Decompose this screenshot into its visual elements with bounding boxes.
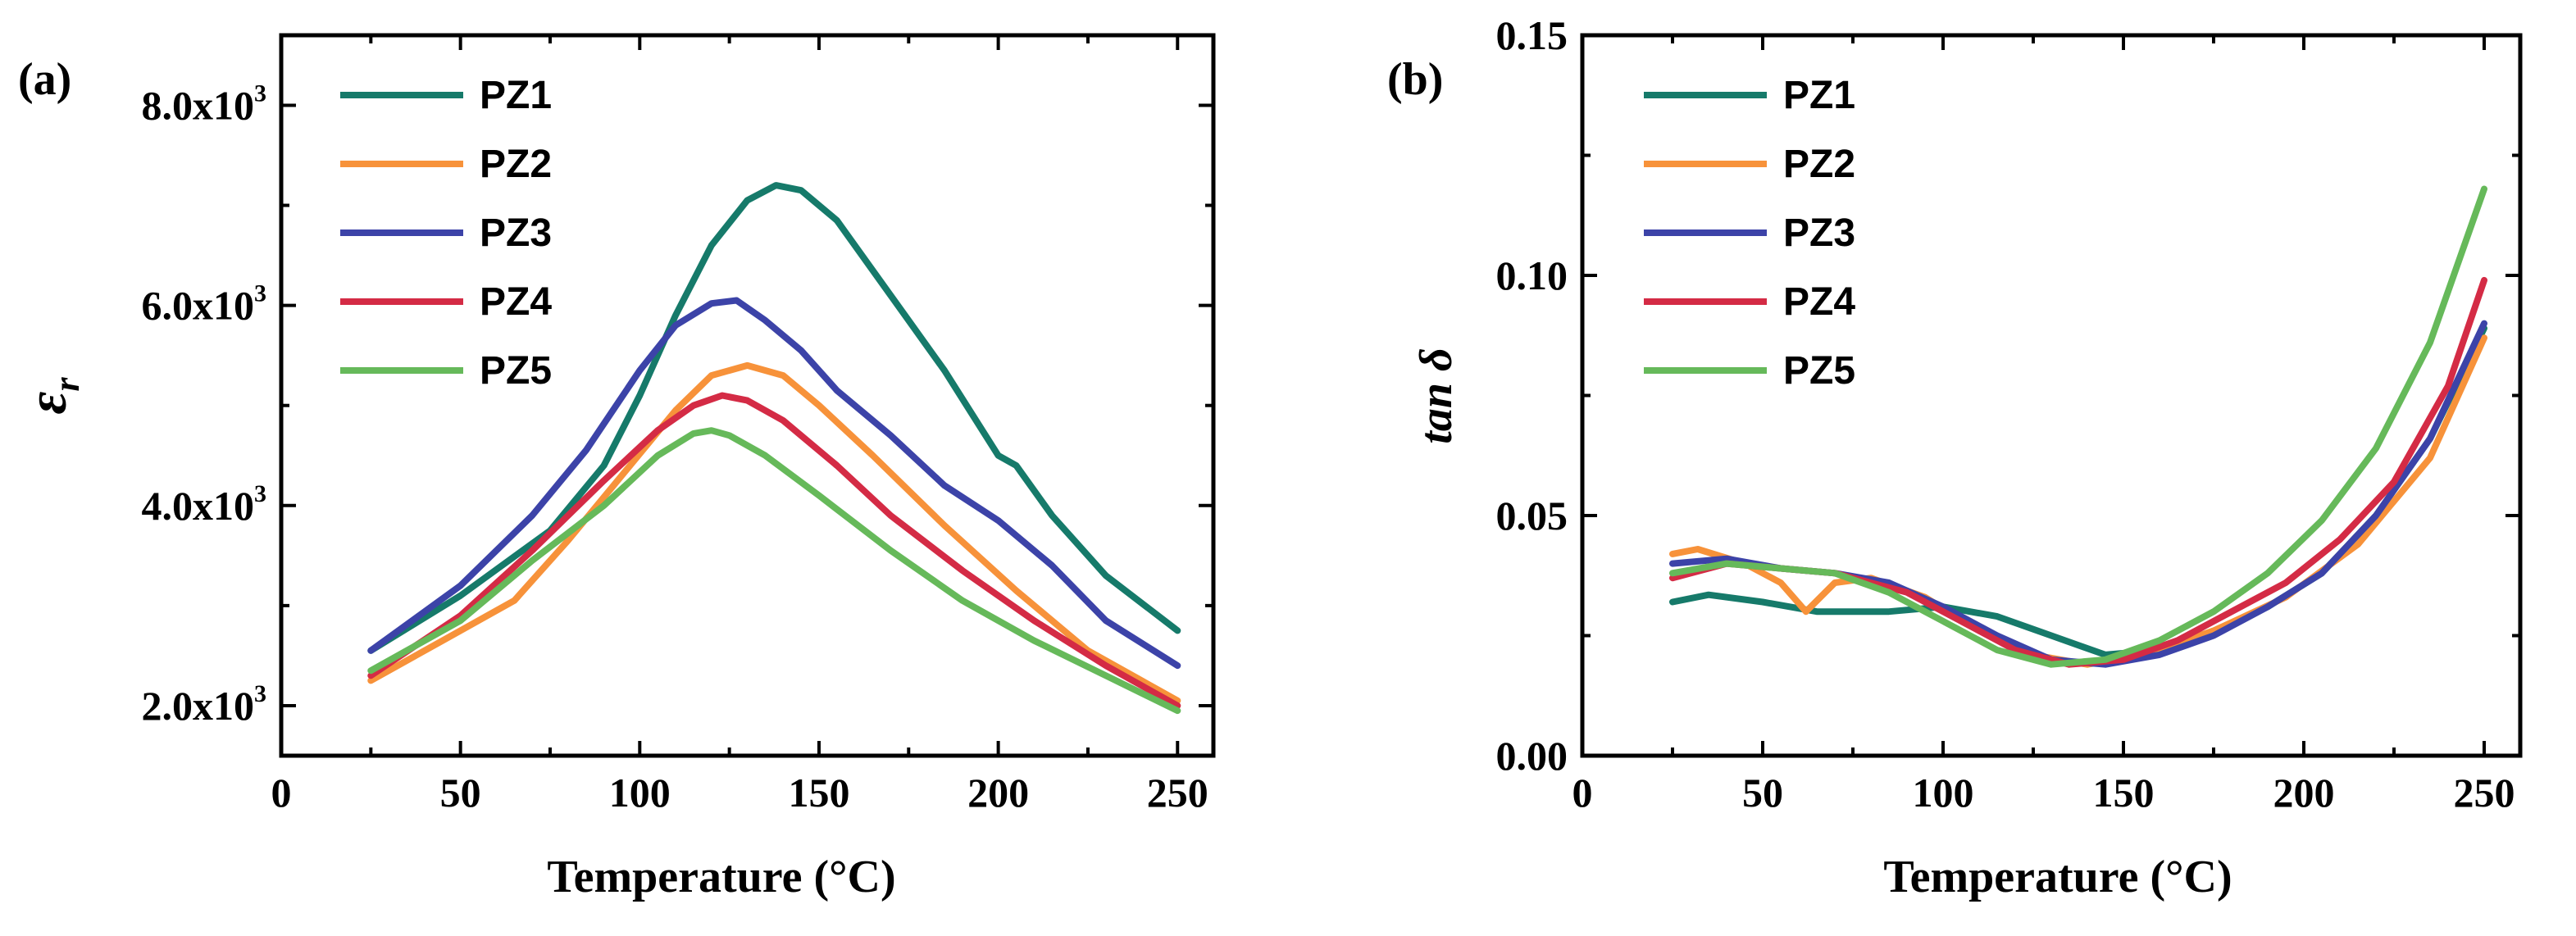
x-tick-label: 50 [440,770,481,816]
series-line-pz1 [367,182,1181,654]
x-tick-label: 0 [1572,770,1593,816]
y-tick-label: 8.0x103 [142,80,267,128]
x-tick-label: 250 [2454,770,2515,816]
series-line-pz5 [1669,185,2487,668]
chart-panel-b: 0 50 100 150 200 250 0.00 0.05 0.10 0.15 PZ1 PZ2 PZ3… [1387,12,2523,902]
legend: PZ1 PZ2 PZ3 PZ4 PZ5 [340,74,552,393]
series-line-pz2 [367,361,1181,704]
x-tick-label: 150 [2093,770,2155,816]
legend-label-pz3: PZ3 [1783,211,1855,255]
x-tick-label: 150 [788,770,849,816]
x-tick-label: 100 [1913,770,1974,816]
legend-label-pz4: PZ4 [480,280,552,324]
panel-label: (b) [1387,54,1443,105]
plot-frame [1580,33,2523,758]
y-tick-label: 0.10 [1496,252,1568,298]
x-tick-label: 50 [1742,770,1783,816]
chart-panel-a: 0 50 100 150 200 250 2.0x103 4.0x103 6.0x103 8.0x… [16,33,1216,902]
y-tick-label: 0.15 [1496,12,1568,58]
y-tick-label: 0.00 [1496,733,1568,779]
x-tick-label: 0 [271,770,292,816]
x-tick-label: 200 [2273,770,2335,816]
y-tick-label: 2.0x103 [142,680,267,729]
legend-label-pz5: PZ5 [1783,349,1855,393]
x-axis-title: Temperature (°C) [1883,852,2232,902]
x-tick-label: 200 [967,770,1029,816]
series-line-pz5 [367,427,1181,715]
y-tick-label: 0.05 [1496,493,1568,538]
x-axis-title: Temperature (°C) [547,852,895,902]
series-line-pz3 [367,297,1181,670]
x-tick-label: 100 [609,770,671,816]
y-axis-title: tan δ [1411,348,1462,443]
legend: PZ1 PZ2 PZ3 PZ4 PZ5 [1644,74,1855,393]
plot-frame [279,33,1216,758]
y-axis-title: εr [16,377,87,415]
legend-label-pz4: PZ4 [1783,280,1855,324]
legend-label-pz2: PZ2 [1783,143,1855,186]
legend-label-pz3: PZ3 [480,211,552,255]
x-tick-label: 250 [1147,770,1208,816]
legend-label-pz5: PZ5 [480,349,552,393]
series-line-pz4 [367,392,1181,709]
panel-label: (a) [18,54,71,105]
legend-label-pz1: PZ1 [1783,74,1855,117]
legend-label-pz1: PZ1 [480,74,552,117]
y-tick-label: 6.0x103 [142,280,267,329]
legend-label-pz2: PZ2 [480,143,552,186]
y-tick-label: 4.0x103 [142,480,267,529]
